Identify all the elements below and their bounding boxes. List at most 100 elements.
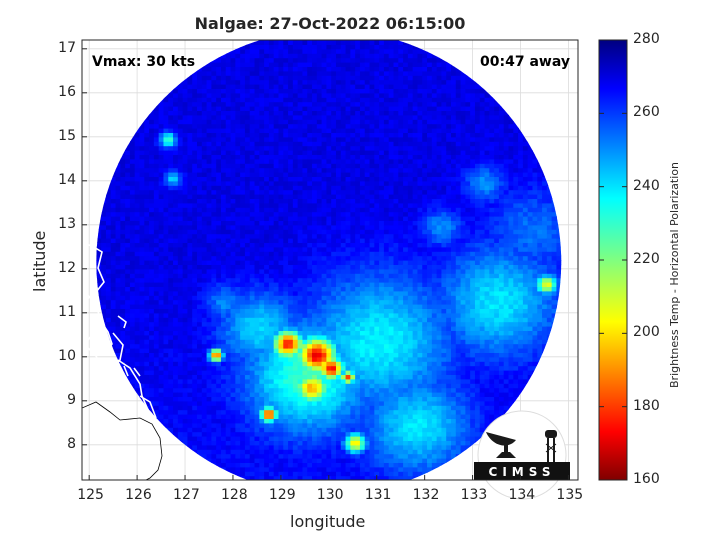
heatmap-cell <box>331 422 337 428</box>
heatmap-cell <box>273 132 280 138</box>
heatmap-cell <box>297 334 304 340</box>
heatmap-cell <box>292 66 299 72</box>
heatmap-cell <box>307 136 313 142</box>
heatmap-cell <box>278 458 284 463</box>
heatmap-cell <box>192 260 198 265</box>
heatmap-cell <box>359 132 366 138</box>
heatmap-cell <box>331 110 337 116</box>
heatmap-cell <box>230 471 236 477</box>
heatmap-cell <box>355 431 361 437</box>
heatmap-cell <box>292 383 299 389</box>
heatmap-cell <box>321 348 327 353</box>
heatmap-cell <box>350 286 356 292</box>
heatmap-cell <box>187 348 193 353</box>
heatmap-cell <box>297 150 304 155</box>
heatmap-cell <box>182 123 189 129</box>
heatmap-cell <box>216 286 222 292</box>
heatmap-cell <box>292 409 299 415</box>
heatmap-cell <box>350 299 356 305</box>
heatmap-cell <box>340 101 347 107</box>
heatmap-cell <box>225 444 232 450</box>
heatmap-cell <box>345 150 351 155</box>
heatmap-cell <box>129 136 136 142</box>
heatmap-cell <box>192 365 198 371</box>
heatmap-cell <box>321 242 327 248</box>
heatmap-cell <box>355 242 361 248</box>
heatmap-cell <box>307 62 313 67</box>
heatmap-cell <box>158 304 165 309</box>
heatmap-cell <box>254 198 260 204</box>
heatmap-cell <box>345 431 351 437</box>
heatmap-cell <box>173 255 179 261</box>
heatmap-cell <box>359 431 366 437</box>
heatmap-cell <box>340 119 347 125</box>
heatmap-cell <box>177 255 184 261</box>
heatmap-cell <box>206 106 212 111</box>
heatmap-cell <box>302 436 308 441</box>
heatmap-cell <box>240 365 246 371</box>
heatmap-cell <box>187 224 193 230</box>
heatmap-cell <box>273 374 280 380</box>
heatmap-cell <box>206 97 212 103</box>
heatmap-cell <box>340 383 347 389</box>
heatmap-cell <box>206 290 212 296</box>
heatmap-cell <box>312 334 318 340</box>
heatmap-cell <box>350 62 356 67</box>
heatmap-cell <box>101 233 107 239</box>
heatmap-cell <box>244 312 251 318</box>
heatmap-cell <box>254 194 260 199</box>
heatmap-cell <box>182 251 189 257</box>
heatmap-cell <box>244 207 251 213</box>
heatmap-cell <box>259 211 265 217</box>
heatmap-cell <box>331 361 337 367</box>
heatmap-cell <box>326 268 332 274</box>
heatmap-cell <box>120 189 126 195</box>
heatmap-cell <box>335 418 342 424</box>
heatmap-cell <box>283 57 289 63</box>
heatmap-cell <box>201 106 208 111</box>
heatmap-cell <box>206 312 212 318</box>
heatmap-cell <box>359 84 366 89</box>
heatmap-cell <box>312 396 318 402</box>
heatmap-cell <box>331 418 337 424</box>
heatmap-cell <box>288 242 294 248</box>
heatmap-cell <box>201 400 208 406</box>
heatmap-cell <box>288 158 294 164</box>
heatmap-cell <box>149 229 155 235</box>
heatmap-cell <box>220 246 227 252</box>
heatmap-cell <box>364 370 371 375</box>
heatmap-cell <box>182 194 189 199</box>
heatmap-cell <box>340 154 347 160</box>
heatmap-cell <box>264 84 270 89</box>
heatmap-cell <box>331 53 337 59</box>
heatmap-cell <box>307 392 313 397</box>
heatmap-cell <box>201 136 208 142</box>
heatmap-cell <box>158 308 165 314</box>
heatmap-cell <box>158 273 165 279</box>
heatmap-cell <box>182 260 189 265</box>
heatmap-cell <box>220 334 227 340</box>
heatmap-cell <box>110 304 117 309</box>
heatmap-cell <box>240 185 246 191</box>
heatmap-cell <box>244 449 251 455</box>
heatmap-cell <box>331 255 337 261</box>
heatmap-cell <box>335 356 342 362</box>
heatmap-cell <box>292 286 299 292</box>
heatmap-cell <box>220 88 227 94</box>
heatmap-cell <box>244 119 251 125</box>
heatmap-cell <box>173 422 179 428</box>
heatmap-cell <box>249 88 256 94</box>
heatmap-cell <box>182 176 189 182</box>
heatmap-cell <box>264 414 270 419</box>
heatmap-cell <box>254 312 260 318</box>
heatmap-cell <box>125 361 131 367</box>
heatmap-cell <box>240 216 246 221</box>
heatmap-cell <box>163 128 169 133</box>
heatmap-cell <box>220 308 227 314</box>
heatmap-cell <box>283 321 289 327</box>
heatmap-cell <box>201 299 208 305</box>
heatmap-cell <box>244 290 251 296</box>
heatmap-cell <box>259 202 265 208</box>
heatmap-cell <box>292 431 299 437</box>
heatmap-cell <box>125 251 131 257</box>
